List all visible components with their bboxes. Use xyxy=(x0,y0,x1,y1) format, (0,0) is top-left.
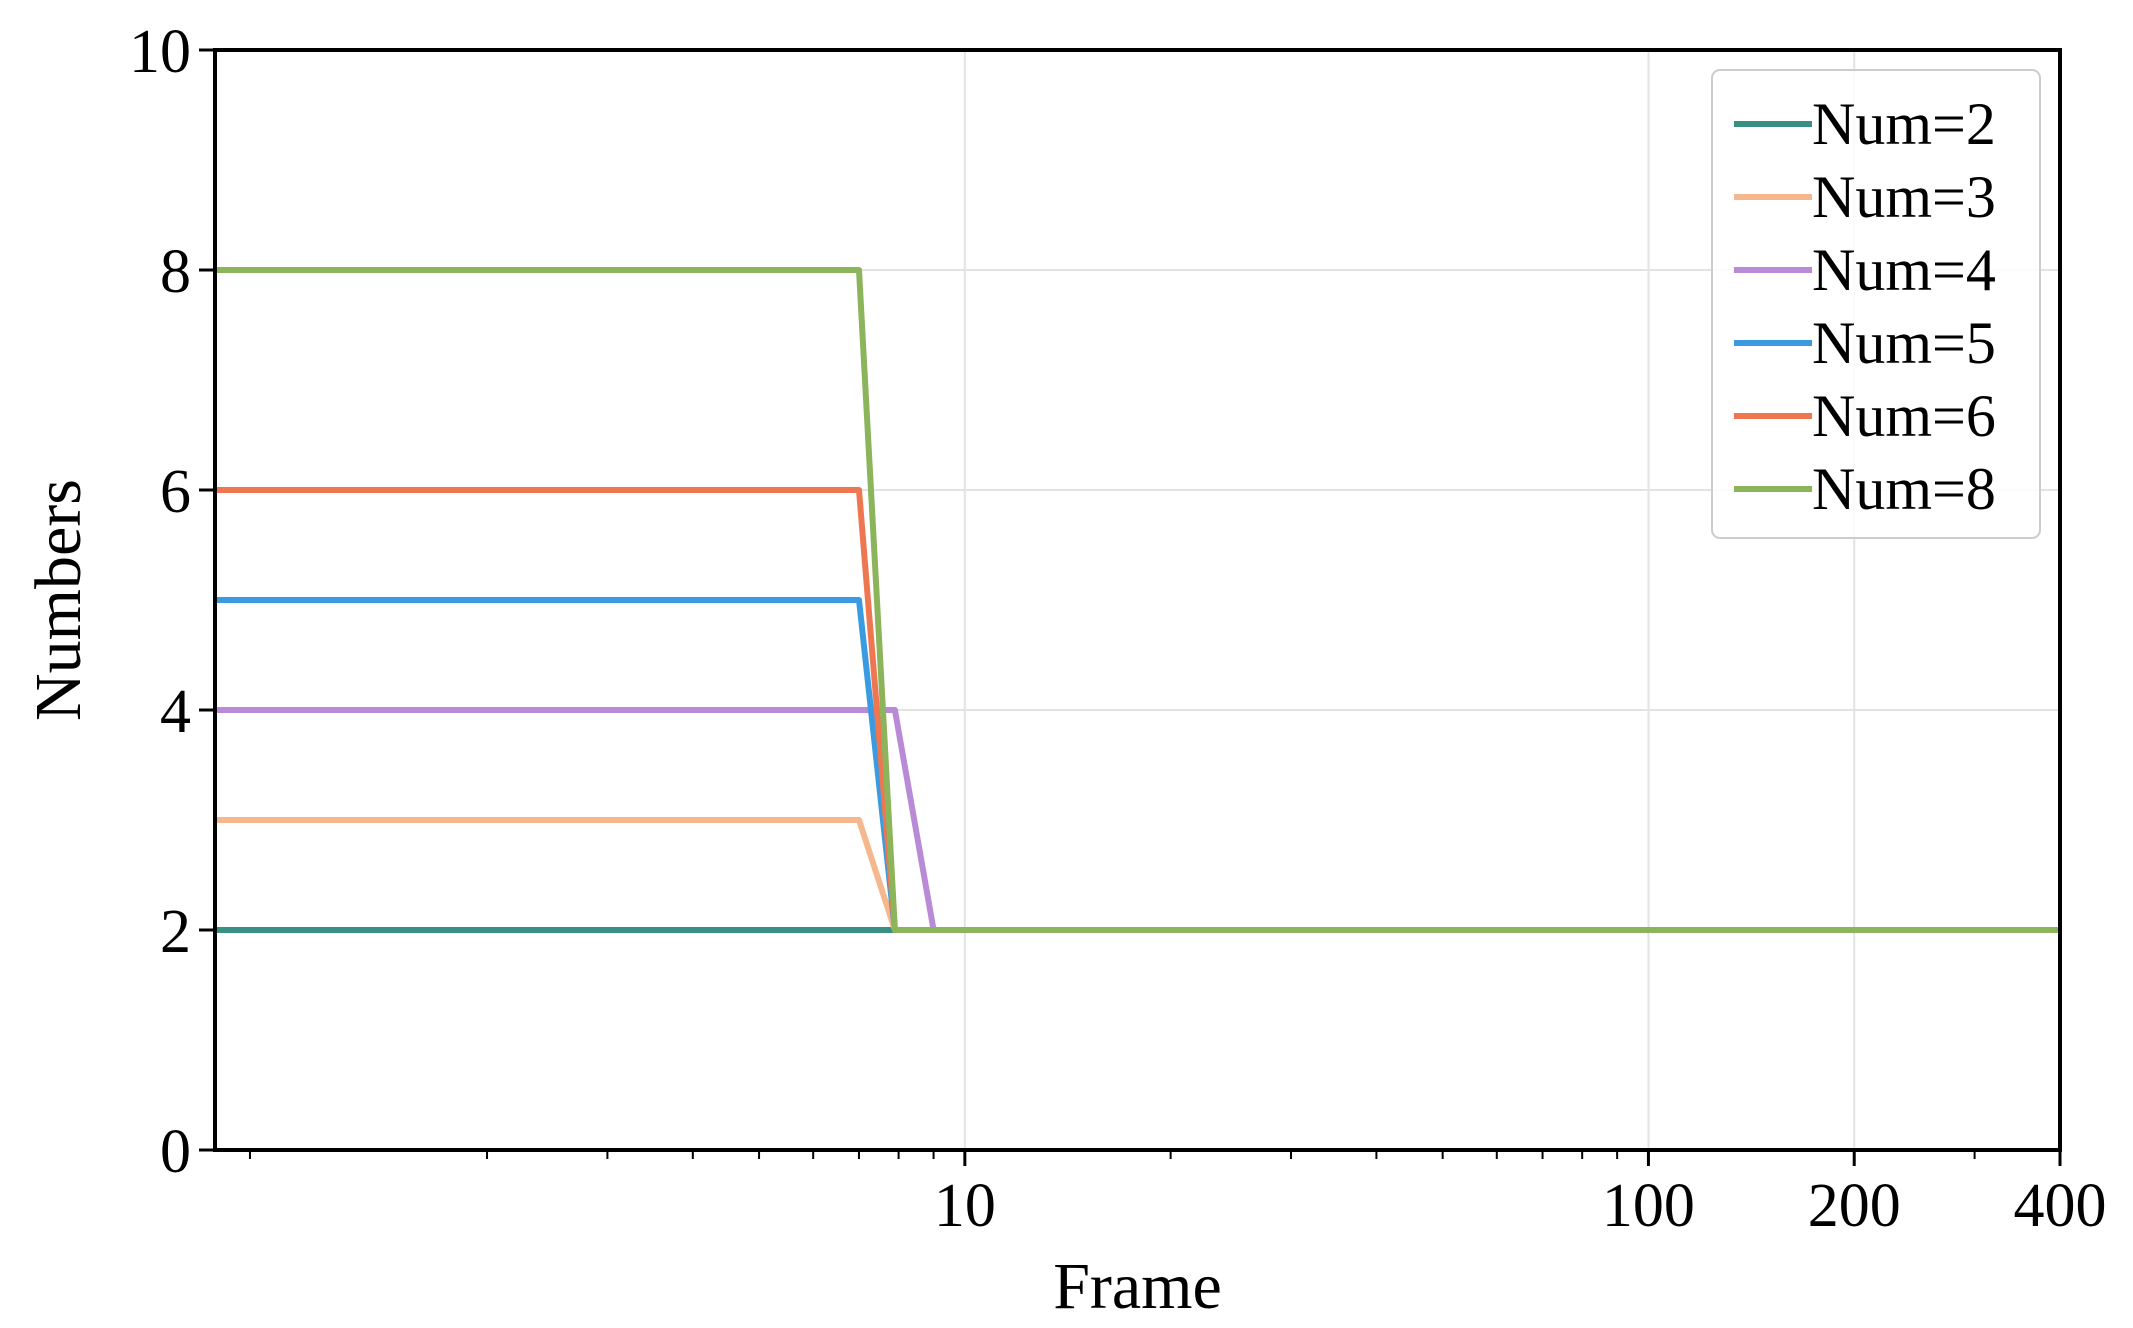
y-tick-label: 4 xyxy=(160,678,191,746)
x-tick-label: 100 xyxy=(1602,1172,1695,1240)
legend-label: Num=2 xyxy=(1812,91,1996,157)
legend-label: Num=8 xyxy=(1812,456,1996,522)
series-line-num-8 xyxy=(215,267,2060,933)
x-tick-label: 200 xyxy=(1808,1172,1901,1240)
y-tick-label: 0 xyxy=(160,1118,191,1186)
legend-label: Num=5 xyxy=(1812,310,1996,376)
y-axis-label: Numbers xyxy=(22,479,95,721)
legend-label: Num=6 xyxy=(1812,383,1996,449)
legend-box xyxy=(1711,69,2041,539)
x-tick-label: 10 xyxy=(934,1172,996,1240)
y-tick-label: 8 xyxy=(160,238,191,306)
y-tick-label: 6 xyxy=(160,458,191,526)
plot-frame xyxy=(213,48,2062,1152)
y-tick-label: 2 xyxy=(160,898,191,966)
axis-ticks: 10 100 200 400 0 2 4 6 8 10 xyxy=(129,18,2107,1240)
legend-label: Num=4 xyxy=(1812,237,1996,303)
series-lines xyxy=(215,267,2060,933)
y-tick-label: 10 xyxy=(129,18,191,86)
legend: Num=2 Num=3 Num=4 Num=5 Num=6 Num=8 xyxy=(1711,69,2041,539)
x-axis-label: Frame xyxy=(1053,1250,1222,1323)
legend-label: Num=3 xyxy=(1812,164,1996,230)
series-line-num-5 xyxy=(215,597,2060,933)
x-tick-label: 400 xyxy=(2014,1172,2107,1240)
series-line-num-3 xyxy=(215,817,2060,933)
